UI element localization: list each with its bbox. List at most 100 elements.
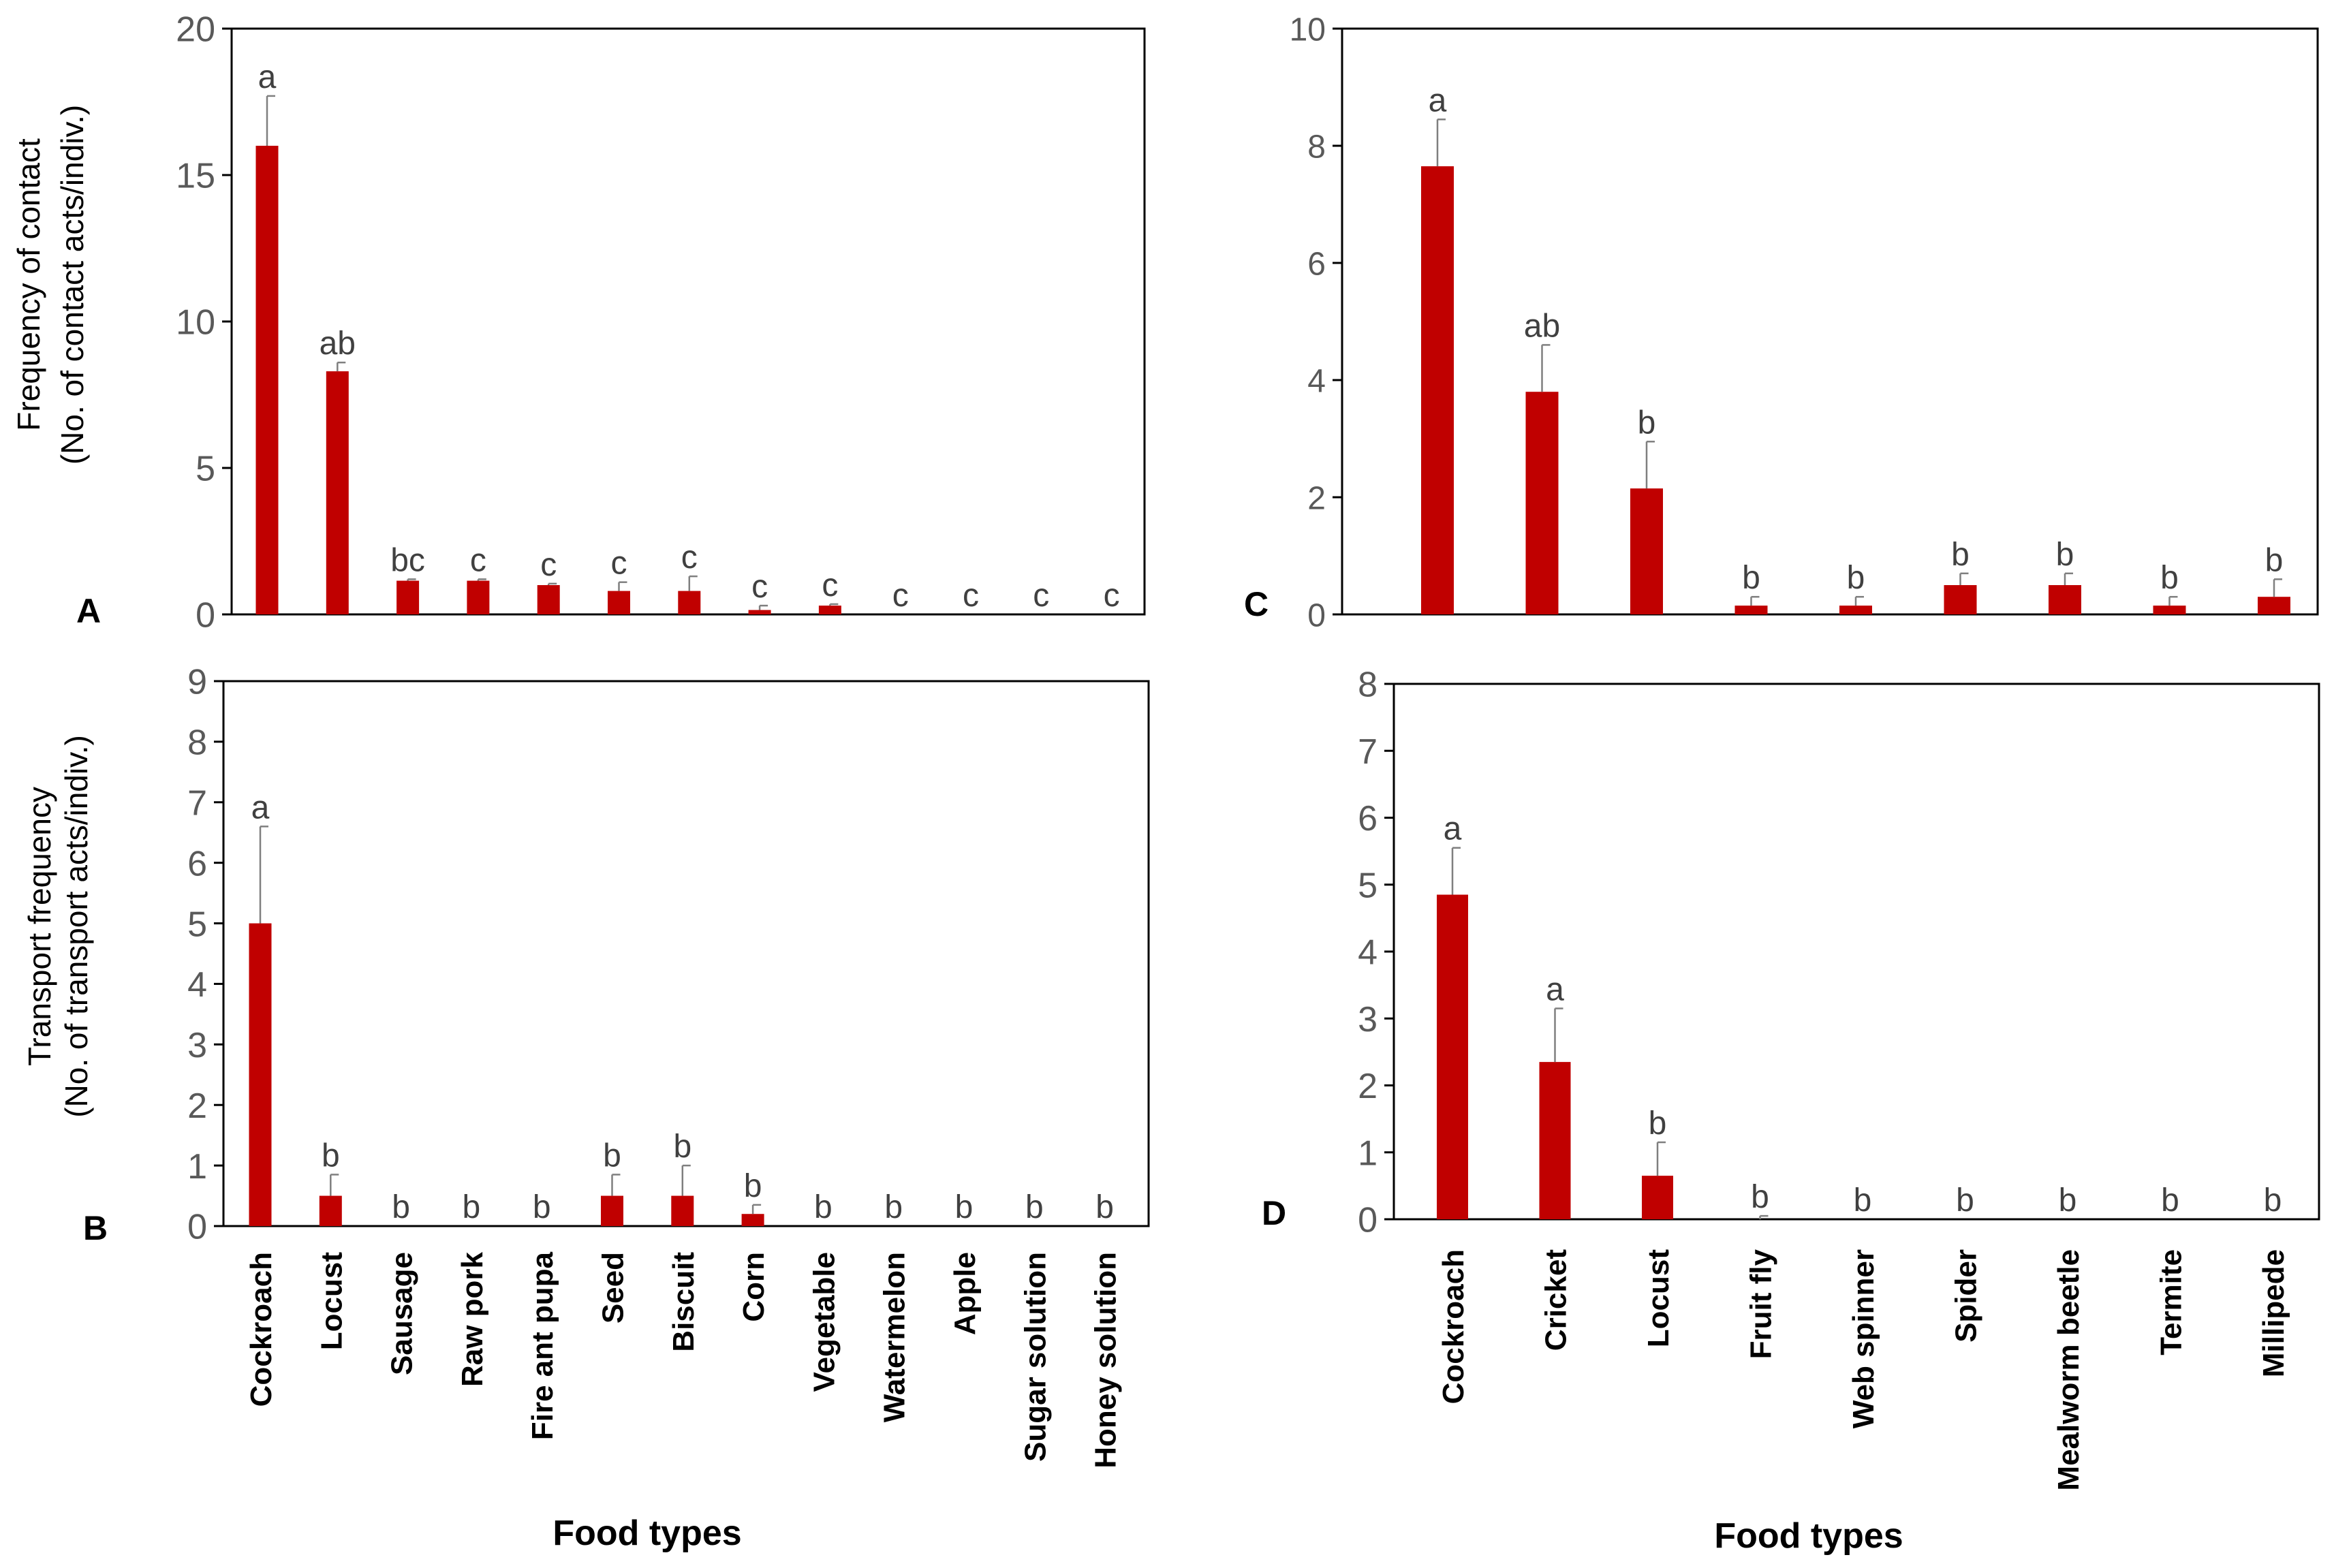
x-category-label: Locust — [315, 1252, 348, 1351]
bar-c — [1734, 606, 1768, 614]
x-category-label: Web spinner — [1847, 1249, 1880, 1428]
x-category-label: Termite — [2155, 1249, 2188, 1355]
significance-letter-c: b — [1951, 537, 1970, 573]
significance-letter-b: b — [673, 1129, 691, 1165]
y-tick-label-d: 1 — [1358, 1133, 1378, 1173]
bar-c — [1421, 166, 1454, 615]
bar-c — [2258, 597, 2290, 614]
y-tick-label-d: 0 — [1358, 1201, 1378, 1240]
y-tick-label-d: 8 — [1358, 665, 1378, 705]
y-tick-label-a: 5 — [196, 450, 215, 489]
bar-c — [1839, 606, 1872, 614]
y-tick-label-a: 15 — [176, 157, 215, 196]
significance-letter-d: b — [1751, 1179, 1769, 1215]
significance-letter-b: b — [463, 1189, 481, 1225]
x-category-label: Spider — [1950, 1249, 1983, 1343]
bar-c — [1525, 392, 1559, 614]
significance-letter-d: b — [1854, 1182, 1872, 1219]
y-tick-label-d: 4 — [1358, 933, 1378, 973]
bar-a — [255, 146, 279, 614]
significance-letter-a: c — [963, 578, 979, 614]
significance-letter-a: c — [751, 569, 768, 605]
x-category-label: Cockroach — [1437, 1249, 1470, 1404]
y-tick-label-d: 2 — [1358, 1067, 1378, 1106]
y-tick-label-d: 6 — [1358, 799, 1378, 838]
significance-letter-a: c — [1104, 578, 1120, 614]
x-category-label: Corn — [737, 1252, 771, 1322]
significance-letter-b: b — [392, 1189, 410, 1225]
x-category-label: Watermelon — [878, 1252, 912, 1422]
plot-frame-a — [230, 27, 1146, 616]
bar-d — [1642, 1176, 1673, 1219]
significance-letter-b: b — [533, 1189, 551, 1225]
y-tick-label-a: 10 — [176, 303, 215, 343]
y-tick-label-c: 2 — [1307, 480, 1326, 516]
y-tick-label-b: 5 — [187, 905, 207, 944]
y-tick-label-b: 8 — [187, 723, 207, 763]
y-axis-title-b-line1: Transport frequency — [22, 787, 57, 1066]
x-category-label: Sugar solution — [1018, 1252, 1052, 1462]
y-tick-label-a: 0 — [196, 596, 215, 636]
significance-letter-d: b — [2161, 1182, 2179, 1219]
y-tick-label-c: 4 — [1307, 363, 1326, 399]
y-axis-title-a-line2: (No. of contact acts/indiv.) — [55, 105, 90, 465]
significance-letter-a: c — [1033, 578, 1049, 614]
significance-letter-b: a — [251, 789, 270, 826]
x-category-label: Cockroach — [245, 1252, 278, 1407]
x-category-labels-right: Cockroach Cricket Locust Fruit fly Web spinn… — [1437, 1249, 2290, 1490]
y-axis-title-b-line2: (No. of transport acts/indiv.) — [59, 735, 94, 1118]
significance-letter-c: b — [2265, 542, 2284, 578]
significance-letter-b: b — [744, 1168, 762, 1204]
significance-letter-c: b — [2056, 537, 2074, 573]
significance-letter-c: ab — [1524, 308, 1560, 344]
significance-letter-b: b — [603, 1138, 621, 1174]
significance-letter-b: b — [1095, 1189, 1114, 1225]
panel-a: 0 5 10 15 20 a ab bc c c c c c c c c c c — [176, 10, 1146, 636]
y-tick-label-b: 4 — [187, 965, 207, 1005]
panel-letter-c: C — [1244, 585, 1269, 623]
y-tick-label-b: 0 — [187, 1208, 207, 1247]
significance-letter-a: c — [892, 578, 909, 614]
plot-frame-d — [1392, 683, 2320, 1221]
x-category-label: Fire ant pupa — [526, 1251, 559, 1440]
bar-c — [1630, 488, 1663, 614]
x-category-label: Fruit fly — [1745, 1249, 1778, 1359]
bar-c — [2049, 585, 2081, 614]
significance-letter-c: b — [2160, 560, 2179, 596]
bar-a — [396, 580, 420, 614]
bar-b — [319, 1195, 342, 1226]
significance-letter-c: a — [1429, 82, 1447, 119]
x-category-label: Vegetable — [807, 1252, 841, 1392]
panel-d: 0 1 2 3 4 5 6 7 8 a a b b b b b b b — [1358, 665, 2320, 1240]
significance-letter-d: b — [1649, 1106, 1667, 1142]
bar-a — [326, 371, 349, 614]
panel-b: 0 1 2 3 4 5 6 7 8 9 a b b b b b b b b b b b b — [187, 663, 1150, 1247]
x-category-label: Mealworm beetle — [2052, 1249, 2085, 1491]
panel-letter-d: D — [1262, 1194, 1286, 1232]
significance-letter-a: c — [822, 567, 838, 603]
significance-letter-d: b — [2059, 1182, 2077, 1219]
x-category-label: Locust — [1642, 1249, 1675, 1348]
y-tick-label-b: 9 — [187, 663, 207, 702]
x-axis-title-right: Food types — [1714, 1516, 1903, 1556]
x-category-labels-left: Cockroach Locust Sausage Raw pork Fire ant p… — [245, 1251, 1123, 1468]
bar-d — [1437, 894, 1468, 1219]
bar-b — [601, 1195, 623, 1226]
y-tick-label-c: 8 — [1307, 129, 1326, 165]
significance-letter-c: b — [1742, 560, 1760, 596]
significance-letter-d: a — [1444, 811, 1462, 847]
y-tick-label-b: 1 — [187, 1147, 207, 1187]
y-tick-label-d: 3 — [1358, 1000, 1378, 1039]
significance-letter-a: c — [470, 542, 486, 578]
bar-c — [1944, 585, 1977, 614]
y-tick-label-d: 5 — [1358, 866, 1378, 905]
significance-letter-b: b — [955, 1189, 974, 1225]
bar-a — [818, 606, 841, 614]
significance-letter-a: ab — [320, 326, 356, 362]
significance-letter-a: c — [611, 546, 627, 582]
panel-c: 0 2 4 6 8 10 a ab b b b b b b b — [1290, 12, 2319, 633]
significance-letter-a: c — [540, 547, 557, 583]
bar-b — [249, 923, 272, 1226]
x-category-label: Sausage — [386, 1252, 419, 1375]
